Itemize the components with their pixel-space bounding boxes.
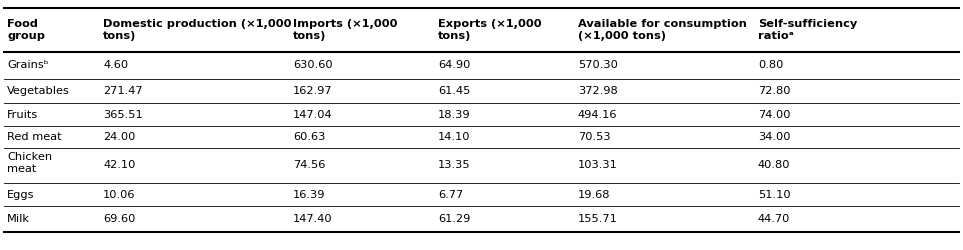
Text: 103.31: 103.31: [578, 160, 618, 170]
Text: Fruits: Fruits: [7, 110, 39, 120]
Text: Food
group: Food group: [7, 19, 45, 41]
Text: 24.00: 24.00: [103, 132, 136, 142]
Text: 19.68: 19.68: [578, 190, 611, 200]
Text: 147.40: 147.40: [293, 214, 332, 224]
Text: 40.80: 40.80: [758, 160, 791, 170]
Text: Imports (×1,000
tons): Imports (×1,000 tons): [293, 19, 398, 41]
Text: 70.53: 70.53: [578, 132, 611, 142]
Text: 61.29: 61.29: [438, 214, 470, 224]
Text: 18.39: 18.39: [438, 110, 471, 120]
Text: 60.63: 60.63: [293, 132, 325, 142]
Text: 44.70: 44.70: [758, 214, 791, 224]
Text: Exports (×1,000
tons): Exports (×1,000 tons): [438, 19, 541, 41]
Text: 42.10: 42.10: [103, 160, 136, 170]
Text: Milk: Milk: [7, 214, 30, 224]
Text: Self-sufficiency
ratioᵃ: Self-sufficiency ratioᵃ: [758, 19, 857, 41]
Text: 271.47: 271.47: [103, 86, 143, 96]
Text: 34.00: 34.00: [758, 132, 791, 142]
Text: 6.77: 6.77: [438, 190, 463, 200]
Text: 10.06: 10.06: [103, 190, 136, 200]
Text: 494.16: 494.16: [578, 110, 617, 120]
Text: 74.56: 74.56: [293, 160, 325, 170]
Text: 147.04: 147.04: [293, 110, 332, 120]
Text: Eggs: Eggs: [7, 190, 35, 200]
Text: Chicken
meat: Chicken meat: [7, 152, 52, 174]
Text: 14.10: 14.10: [438, 132, 471, 142]
Text: 74.00: 74.00: [758, 110, 791, 120]
Text: 365.51: 365.51: [103, 110, 143, 120]
Text: 64.90: 64.90: [438, 60, 470, 70]
Text: 13.35: 13.35: [438, 160, 471, 170]
Text: 51.10: 51.10: [758, 190, 791, 200]
Text: Available for consumption
(×1,000 tons): Available for consumption (×1,000 tons): [578, 19, 747, 41]
Text: 4.60: 4.60: [103, 60, 128, 70]
Text: 162.97: 162.97: [293, 86, 332, 96]
Text: 61.45: 61.45: [438, 86, 470, 96]
Text: Red meat: Red meat: [7, 132, 62, 142]
Text: 16.39: 16.39: [293, 190, 325, 200]
Text: Grainsᵇ: Grainsᵇ: [7, 60, 48, 70]
Text: 72.80: 72.80: [758, 86, 791, 96]
Text: 69.60: 69.60: [103, 214, 136, 224]
Text: 372.98: 372.98: [578, 86, 617, 96]
Text: Vegetables: Vegetables: [7, 86, 70, 96]
Text: 155.71: 155.71: [578, 214, 618, 224]
Text: 570.30: 570.30: [578, 60, 618, 70]
Text: 630.60: 630.60: [293, 60, 332, 70]
Text: Domestic production (×1,000
tons): Domestic production (×1,000 tons): [103, 19, 292, 41]
Text: 0.80: 0.80: [758, 60, 783, 70]
